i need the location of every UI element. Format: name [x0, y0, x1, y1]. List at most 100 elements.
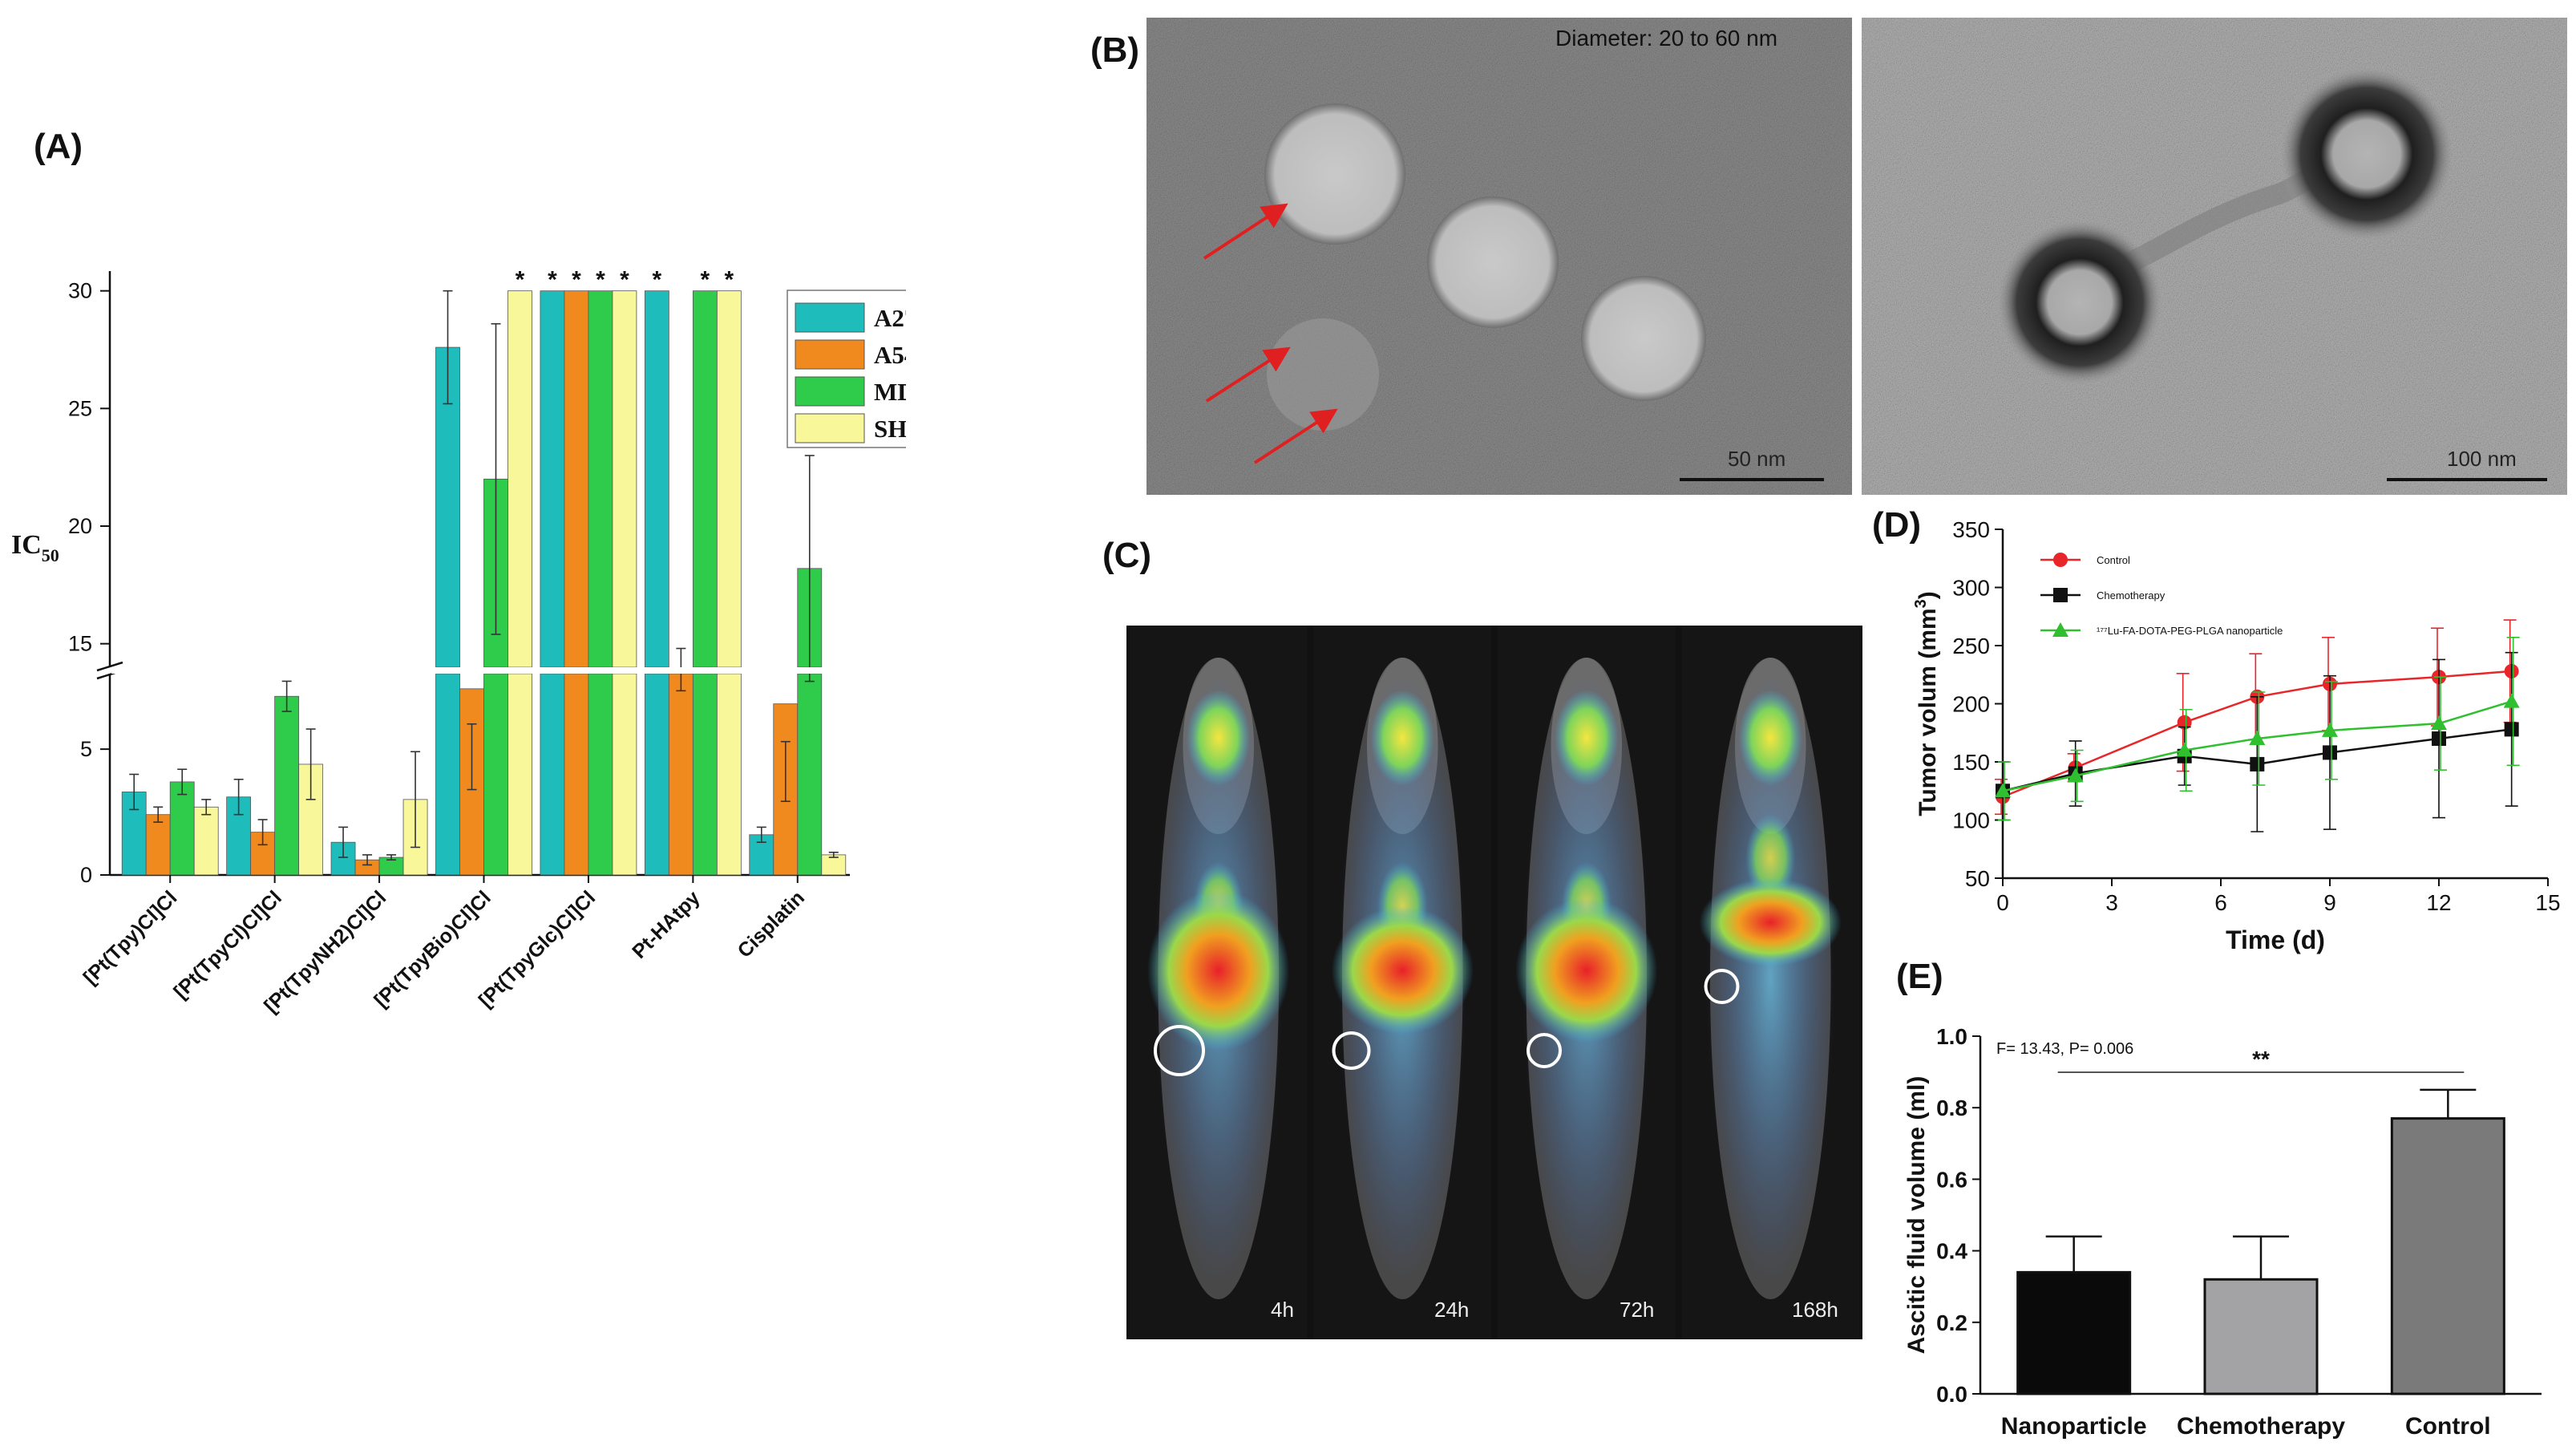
- legend-swatch: [795, 339, 865, 370]
- red-arrow: [1203, 203, 1288, 260]
- tumor-circle: [1527, 1033, 1562, 1068]
- x-tick-label: Pt-HAtpy: [628, 886, 704, 962]
- bar-MDA-MB-231: [797, 673, 823, 876]
- signal-liver: [1699, 878, 1842, 966]
- tem-image-right: 100 nm: [1862, 18, 2567, 495]
- bar-MDA-MB-231: [588, 673, 613, 876]
- signal-head: [1554, 690, 1619, 786]
- bar-A2780: [644, 673, 669, 876]
- bar-MDA-MB-231: [274, 695, 300, 876]
- bar-A2780: [540, 673, 565, 876]
- timepoint-label: 24h: [1434, 1298, 1470, 1322]
- signal-head: [1370, 690, 1435, 786]
- legend-marker: [2052, 622, 2068, 637]
- data-point: [2504, 722, 2519, 737]
- x-tick-label: [Pt(TpyGlc)Cl]Cl: [475, 886, 600, 1011]
- y-tick-label: 0: [80, 863, 92, 887]
- legend-label: ¹⁷⁷Lu-FA-DOTA-PEG-PLGA nanoparticle: [2097, 625, 2283, 637]
- axis-break-mark: [96, 661, 123, 672]
- tumor-circle: [1704, 969, 1740, 1004]
- spect-frame: [1313, 626, 1491, 1339]
- y-tick-label: 200: [1952, 692, 1990, 717]
- bar-MDA-MB-231: [483, 673, 508, 876]
- y-tick-label: 0.4: [1936, 1239, 1967, 1264]
- significance-star: *: [653, 267, 662, 294]
- spect-frame: [1681, 626, 1859, 1339]
- spect-ct-image-strip: 4h 24h 72h 168h: [1126, 626, 1862, 1339]
- y-axis-label-sup: 3: [1912, 599, 1930, 608]
- tumor-circle: [1332, 1031, 1371, 1070]
- bar-A2780: [540, 290, 565, 668]
- y-axis-label: Ascitic fluid volume (ml): [1903, 1076, 1930, 1355]
- panel-label-d: (D): [1872, 505, 1922, 545]
- bar-SHSY5Y: [508, 673, 532, 876]
- tumor-circle: [1154, 1025, 1205, 1076]
- y-axis-label-subscript: 50: [42, 545, 59, 565]
- bar-SHSY5Y: [612, 290, 637, 668]
- signal-liver: [1331, 906, 1474, 1035]
- x-tick-label: 12: [2426, 890, 2451, 915]
- legend-marker: [2053, 588, 2068, 602]
- legend-label: MDA-MB-231: [874, 378, 906, 406]
- spect-frame: [1130, 626, 1308, 1339]
- panel-label-e: (E): [1896, 957, 1943, 996]
- y-tick-label: 15: [68, 632, 92, 656]
- data-point: [2323, 745, 2337, 760]
- y-tick-label: 150: [1952, 750, 1990, 775]
- y-tick-label: 1.0: [1936, 1024, 1967, 1049]
- significance-star: *: [548, 267, 557, 294]
- x-tick-label: Control: [2405, 1413, 2491, 1440]
- y-axis-label: Tumor volum (mm3): [1912, 591, 1941, 816]
- x-tick-label: Cisplatin: [734, 886, 809, 962]
- x-tick-label: [Pt(TpyCl)Cl]Cl: [169, 886, 285, 1002]
- panel-label-c: (C): [1102, 536, 1152, 575]
- bar-MDA-MB-231: [692, 290, 718, 668]
- bar-A2780: [644, 290, 669, 668]
- significance-star: *: [596, 267, 605, 294]
- x-tick-label: [Pt(Tpy)Cl]Cl: [79, 886, 182, 989]
- y-tick-label: 25: [68, 396, 92, 420]
- x-tick-label: Nanoparticle: [2001, 1413, 2147, 1440]
- y-tick-label: 0.6: [1936, 1167, 1967, 1192]
- signal-head: [1738, 690, 1803, 786]
- y-tick-label: 5: [80, 737, 92, 761]
- tem-background: [1862, 18, 2567, 495]
- data-point: [2431, 715, 2447, 731]
- x-tick-label: 9: [2323, 890, 2336, 915]
- legend-label: A2780: [874, 304, 906, 332]
- data-point: [1995, 783, 2011, 798]
- scale-bar-label: 50 nm: [1728, 447, 1786, 471]
- legend-swatch: [795, 413, 865, 443]
- spect-frame: [1498, 626, 1676, 1339]
- y-tick-label: 0.8: [1936, 1096, 1967, 1120]
- bar: [2203, 1278, 2319, 1395]
- y-tick-label: 350: [1952, 517, 1990, 542]
- x-tick-label: 3: [2105, 890, 2118, 915]
- bar-SHSY5Y: [193, 806, 219, 876]
- vesicle: [1427, 196, 1559, 328]
- legend-swatch: [795, 376, 865, 407]
- y-tick-label: 300: [1952, 576, 1990, 601]
- bar-A549: [145, 814, 171, 876]
- bar: [2390, 1117, 2505, 1395]
- y-axis-label-end: ): [1915, 591, 1941, 599]
- x-tick-label: 6: [2214, 890, 2227, 915]
- significance-star: *: [725, 267, 734, 294]
- data-point: [2322, 722, 2338, 737]
- bar: [2016, 1270, 2132, 1395]
- timepoint-label: 4h: [1271, 1298, 1294, 1322]
- y-axis-label: IC50: [11, 530, 59, 565]
- scale-bar-label: 100 nm: [2447, 447, 2517, 471]
- y-tick-label: 50: [1965, 866, 1990, 891]
- tem-image-left-drawing: [1146, 18, 1852, 495]
- bar-SHSY5Y: [716, 290, 742, 668]
- legend: A2780 A549 MDA-MB-231 SHSY5Y: [787, 290, 906, 448]
- ascitic-fluid-bar-chart: 0.0 0.2 0.4 0.6 0.8 1.0 Ascitic fluid volume (…: [1903, 1024, 2542, 1440]
- tem-image-left: Diameter: 20 to 60 nm 50 nm: [1146, 18, 1852, 495]
- red-arrow: [1253, 408, 1338, 464]
- spect-ct-drawing: [1130, 626, 1859, 1339]
- x-tick-label: 15: [2535, 890, 2560, 915]
- legend-label: Chemotherapy: [2097, 589, 2166, 601]
- panel-label-b: (B): [1090, 30, 1140, 70]
- bar-break-gap: [111, 667, 851, 674]
